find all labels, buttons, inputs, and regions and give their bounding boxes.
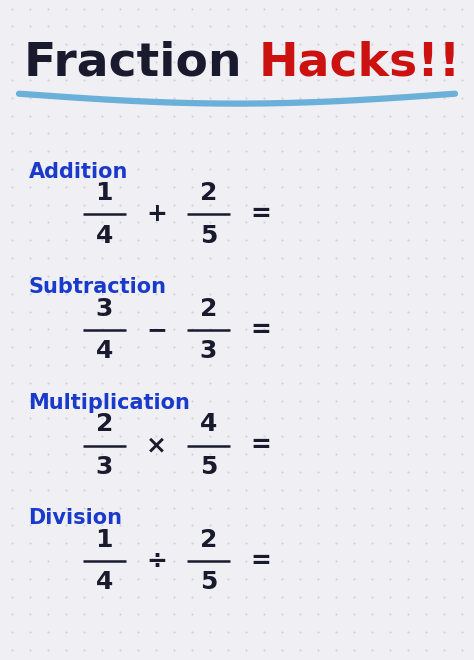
- Text: Subtraction: Subtraction: [28, 277, 166, 297]
- Text: −: −: [146, 318, 167, 342]
- Text: =: =: [250, 203, 271, 226]
- Text: 4: 4: [96, 339, 113, 363]
- Text: 5: 5: [200, 455, 217, 478]
- Text: 3: 3: [96, 455, 113, 478]
- Text: Addition: Addition: [28, 162, 128, 182]
- Text: 2: 2: [96, 412, 113, 436]
- Text: 2: 2: [200, 528, 217, 552]
- Text: 4: 4: [200, 412, 217, 436]
- Text: Division: Division: [28, 508, 122, 528]
- Text: 5: 5: [200, 570, 217, 594]
- Text: Hacks!!: Hacks!!: [258, 40, 461, 85]
- Text: 2: 2: [200, 182, 217, 205]
- Text: 5: 5: [200, 224, 217, 248]
- Text: Multiplication: Multiplication: [28, 393, 191, 412]
- Text: 4: 4: [96, 570, 113, 594]
- Text: +: +: [146, 203, 167, 226]
- Text: 1: 1: [96, 528, 113, 552]
- Text: 3: 3: [96, 297, 113, 321]
- Text: 2: 2: [200, 297, 217, 321]
- Text: 4: 4: [96, 224, 113, 248]
- Text: =: =: [250, 549, 271, 573]
- Text: 3: 3: [200, 339, 217, 363]
- Text: 1: 1: [96, 182, 113, 205]
- Text: ÷: ÷: [146, 549, 167, 573]
- Text: ×: ×: [146, 434, 167, 457]
- Text: Fraction: Fraction: [24, 40, 258, 85]
- Text: =: =: [250, 318, 271, 342]
- Text: =: =: [250, 434, 271, 457]
